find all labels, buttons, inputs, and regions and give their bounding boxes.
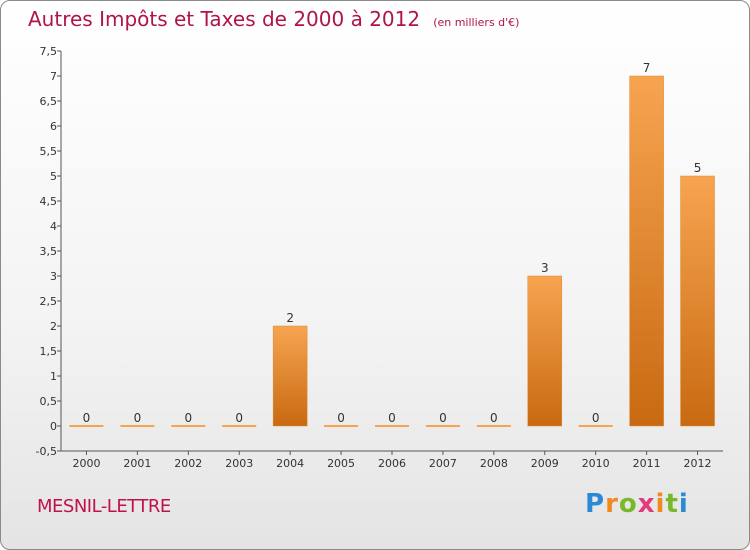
bar: [476, 425, 511, 427]
data-label: 0: [134, 411, 142, 425]
bar: [171, 425, 206, 427]
y-tick-label: 0: [50, 420, 57, 433]
bar: [425, 425, 460, 427]
y-tick-label: -0,5: [36, 445, 57, 458]
y-tick-label: 4: [50, 220, 57, 233]
data-label: 0: [388, 411, 396, 425]
logo-letter: i: [678, 489, 689, 519]
y-tick-label: 3,5: [40, 245, 58, 258]
logo-letter: i: [655, 489, 666, 519]
x-tick-label: 2010: [582, 457, 610, 470]
y-tick-label: 7: [50, 70, 57, 83]
y-tick-label: 5,5: [40, 145, 58, 158]
bar: [69, 425, 104, 427]
y-tick-label: 6: [50, 120, 57, 133]
bar: [527, 275, 563, 427]
x-tick-label: 2011: [633, 457, 661, 470]
bar: [324, 425, 359, 427]
y-tick-label: 7,5: [40, 45, 58, 58]
y-tick-label: 0,5: [40, 395, 58, 408]
data-label: 5: [694, 161, 702, 175]
data-label: 0: [83, 411, 91, 425]
y-tick-label: 5: [50, 170, 57, 183]
bar: [120, 425, 155, 427]
x-tick-label: 2004: [276, 457, 304, 470]
y-tick-label: 1,5: [40, 345, 58, 358]
bar: [375, 425, 409, 427]
data-label: 0: [592, 411, 600, 425]
bar: [578, 425, 613, 427]
x-tick-label: 2009: [531, 457, 559, 470]
data-label: 3: [541, 261, 549, 275]
x-tick-label: 2000: [72, 457, 100, 470]
x-tick-label: 2006: [378, 457, 406, 470]
commune-name: MESNIL-LETTRE: [37, 496, 171, 517]
data-label: 0: [235, 411, 243, 425]
data-label: 0: [490, 411, 498, 425]
x-tick-label: 2005: [327, 457, 355, 470]
y-tick-label: 2,5: [40, 295, 58, 308]
data-label: 0: [439, 411, 447, 425]
y-tick-label: 2: [50, 320, 57, 333]
bar: [222, 425, 257, 427]
y-tick-label: 4,5: [40, 195, 58, 208]
logo-letter: x: [637, 489, 656, 519]
x-tick-label: 2012: [684, 457, 712, 470]
bar: [680, 175, 715, 427]
data-label: 0: [184, 411, 192, 425]
x-tick-label: 2003: [225, 457, 253, 470]
x-tick-label: 2001: [123, 457, 151, 470]
y-tick-label: 1: [50, 370, 57, 383]
data-label: 0: [337, 411, 345, 425]
title-text: Autres Impôts et Taxes de 2000 à 2012: [28, 7, 421, 31]
logo-letter: r: [605, 489, 619, 519]
logo-letter: P: [585, 489, 606, 519]
x-tick-label: 2007: [429, 457, 457, 470]
y-tick-label: 6,5: [40, 95, 58, 108]
logo-letter: t: [665, 489, 679, 519]
proxiti-logo: Proxiti: [585, 489, 689, 519]
x-tick-label: 2002: [174, 457, 202, 470]
logo-letter: o: [618, 489, 638, 519]
title-unit: (en milliers d'€): [433, 16, 520, 29]
x-tick-label: 2008: [480, 457, 508, 470]
bar: [629, 75, 664, 427]
data-label: 7: [643, 61, 651, 75]
data-label: 2: [286, 311, 294, 325]
bar: [272, 325, 308, 427]
chart-title: Autres Impôts et Taxes de 2000 à 2012 (e…: [28, 7, 519, 31]
y-tick-label: 3: [50, 270, 57, 283]
